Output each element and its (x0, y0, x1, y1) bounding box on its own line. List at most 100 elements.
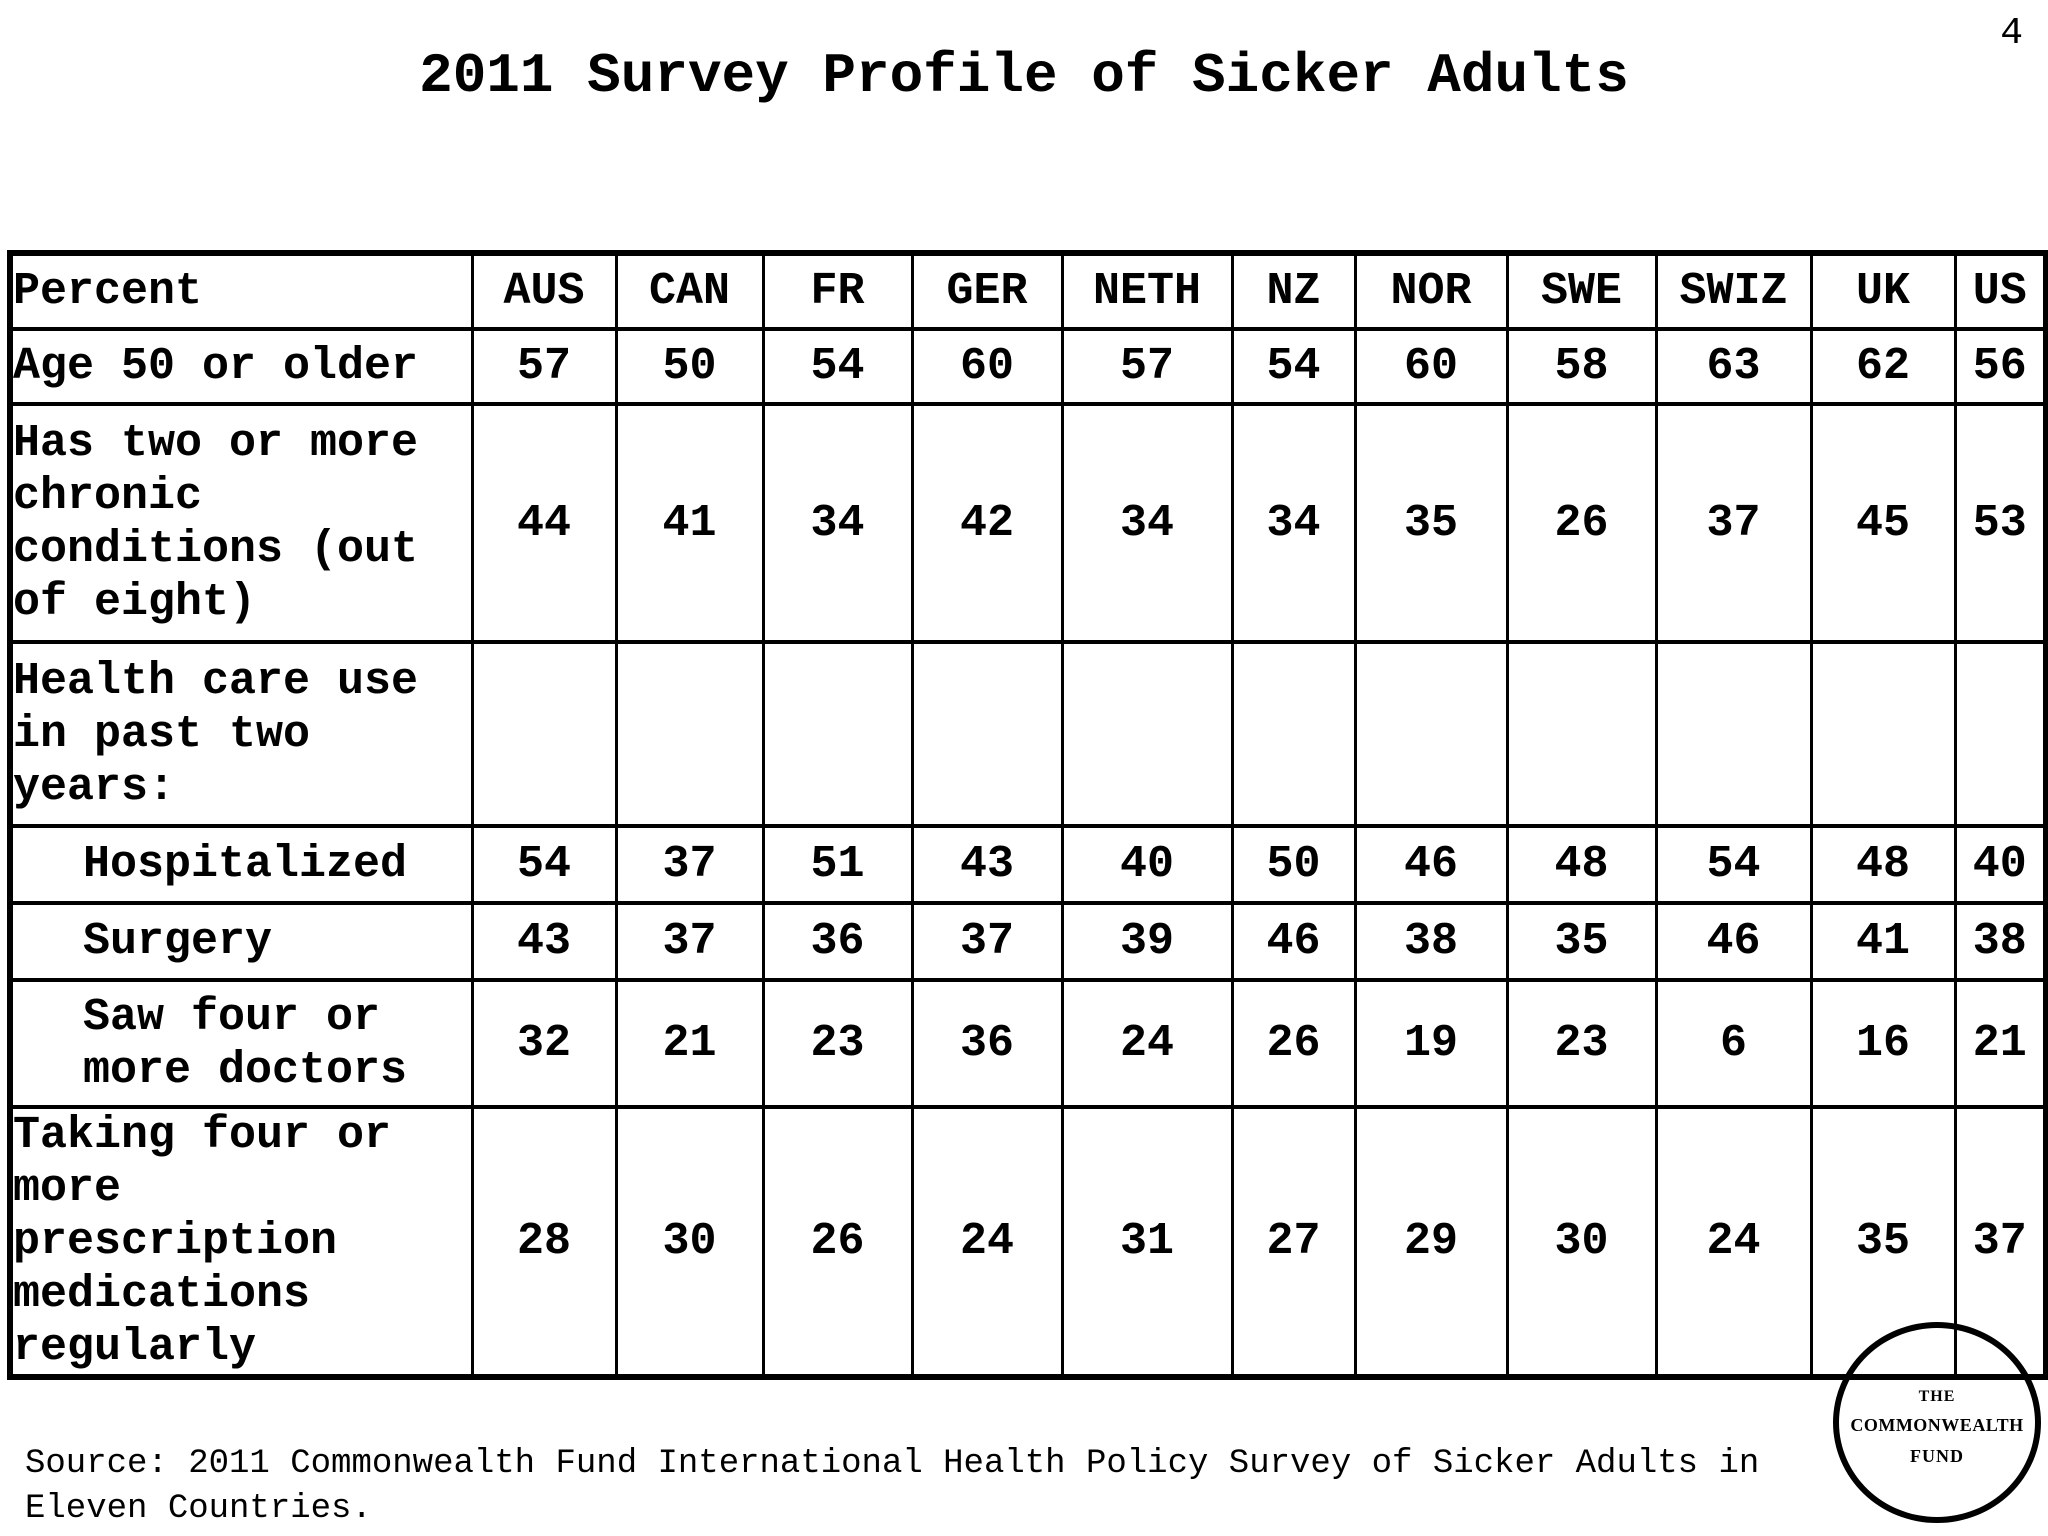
table-row: Health care use in past two years: (8, 640, 2048, 828)
value-cell (1230, 640, 1357, 828)
column-header-nz: NZ (1230, 251, 1357, 331)
row-label: Hospitalized (8, 824, 474, 905)
row-label: Health care use in past two years: (8, 640, 474, 828)
value-cell: 35 (1353, 402, 1509, 644)
value-cell: 46 (1353, 824, 1509, 905)
value-cell: 24 (1060, 978, 1234, 1109)
value-cell: 36 (761, 901, 914, 982)
value-cell: 40 (1953, 824, 2048, 905)
value-cell: 60 (910, 327, 1064, 406)
table-row: Hospitalized 54 37 51 43 40 50 46 48 54 48 40 (8, 824, 2048, 905)
value-cell: 19 (1353, 978, 1509, 1109)
value-cell: 39 (1060, 901, 1234, 982)
value-cell: 23 (1505, 978, 1658, 1109)
column-header-percent: Percent (8, 251, 474, 331)
value-cell: 26 (761, 1105, 914, 1379)
table-row: Surgery 43 37 36 37 39 46 38 35 46 41 38 (8, 901, 2048, 982)
value-cell: 37 (1654, 402, 1813, 644)
value-cell: 21 (1953, 978, 2048, 1109)
value-cell: 30 (1505, 1105, 1658, 1379)
value-cell (1809, 640, 1957, 828)
value-cell: 43 (470, 901, 618, 982)
table-row: Saw four or more doctors 32 21 23 36 24 26 19 23… (8, 978, 2048, 1109)
value-cell: 37 (614, 901, 765, 982)
value-cell: 38 (1953, 901, 2048, 982)
table-row: Age 50 or older 57 50 54 60 57 54 60 58 63 62 56 (8, 327, 2048, 406)
value-cell: 24 (1654, 1105, 1813, 1379)
value-cell: 37 (910, 901, 1064, 982)
value-cell (1060, 640, 1234, 828)
value-cell: 45 (1809, 402, 1957, 644)
value-cell: 41 (1809, 901, 1957, 982)
value-cell: 29 (1353, 1105, 1509, 1379)
value-cell: 34 (761, 402, 914, 644)
value-cell: 26 (1505, 402, 1658, 644)
survey-table: Percent AUS CAN FR GER NETH NZ NOR SWE SWIZ UK US A… (7, 250, 2048, 1380)
value-cell: 28 (470, 1105, 618, 1379)
value-cell: 56 (1953, 327, 2048, 406)
value-cell: 32 (470, 978, 618, 1109)
column-header-neth: NETH (1060, 251, 1234, 331)
column-header-uk: UK (1809, 251, 1957, 331)
value-cell: 58 (1505, 327, 1658, 406)
value-cell: 44 (470, 402, 618, 644)
value-cell: 35 (1505, 901, 1658, 982)
table-body: Age 50 or older 57 50 54 60 57 54 60 58 63 62 56 Has… (8, 327, 2048, 1379)
column-header-swiz: SWIZ (1654, 251, 1813, 331)
row-label: Surgery (8, 901, 474, 982)
value-cell: 36 (910, 978, 1064, 1109)
logo-text-the: THE (1918, 1388, 1956, 1405)
value-cell: 50 (1230, 824, 1357, 905)
value-cell (761, 640, 914, 828)
value-cell: 62 (1809, 327, 1957, 406)
value-cell: 43 (910, 824, 1064, 905)
logo-text-fund: FUND (1910, 1446, 1964, 1466)
value-cell: 27 (1230, 1105, 1357, 1379)
column-header-swe: SWE (1505, 251, 1658, 331)
column-header-nor: NOR (1353, 251, 1509, 331)
value-cell: 54 (761, 327, 914, 406)
table-row: Has two or more chronic conditions (out … (8, 402, 2048, 644)
value-cell (470, 640, 618, 828)
value-cell: 50 (614, 327, 765, 406)
value-cell: 42 (910, 402, 1064, 644)
value-cell: 60 (1353, 327, 1509, 406)
value-cell: 21 (614, 978, 765, 1109)
value-cell: 34 (1060, 402, 1234, 644)
value-cell: 24 (910, 1105, 1064, 1379)
value-cell: 57 (470, 327, 618, 406)
value-cell: 53 (1953, 402, 2048, 644)
value-cell: 30 (614, 1105, 765, 1379)
row-label: Age 50 or older (8, 327, 474, 406)
value-cell: 63 (1654, 327, 1813, 406)
table-row: Taking four or more prescription medicat… (8, 1105, 2048, 1379)
commonwealth-fund-logo: THE COMMONWEALTH FUND (1833, 1322, 2041, 1523)
column-header-fr: FR (761, 251, 914, 331)
value-cell: 54 (470, 824, 618, 905)
row-label: Saw four or more doctors (8, 978, 474, 1109)
value-cell (614, 640, 765, 828)
value-cell (910, 640, 1064, 828)
value-cell: 48 (1809, 824, 1957, 905)
value-cell: 41 (614, 402, 765, 644)
page-number: 4 (2000, 12, 2023, 55)
table-header-row: Percent AUS CAN FR GER NETH NZ NOR SWE SWIZ UK US (8, 251, 2048, 331)
value-cell: 31 (1060, 1105, 1234, 1379)
value-cell: 40 (1060, 824, 1234, 905)
value-cell (1505, 640, 1658, 828)
value-cell: 38 (1353, 901, 1509, 982)
row-label: Taking four or more prescription medicat… (8, 1105, 474, 1379)
value-cell: 23 (761, 978, 914, 1109)
value-cell: 51 (761, 824, 914, 905)
column-header-aus: AUS (470, 251, 618, 331)
row-label: Has two or more chronic conditions (out … (8, 402, 474, 644)
value-cell: 54 (1230, 327, 1357, 406)
column-header-us: US (1953, 251, 2048, 331)
value-cell: 46 (1654, 901, 1813, 982)
slide-title: 2011 Survey Profile of Sicker Adults (419, 44, 1629, 108)
column-header-can: CAN (614, 251, 765, 331)
value-cell: 37 (614, 824, 765, 905)
column-header-ger: GER (910, 251, 1064, 331)
value-cell: 6 (1654, 978, 1813, 1109)
value-cell (1353, 640, 1509, 828)
